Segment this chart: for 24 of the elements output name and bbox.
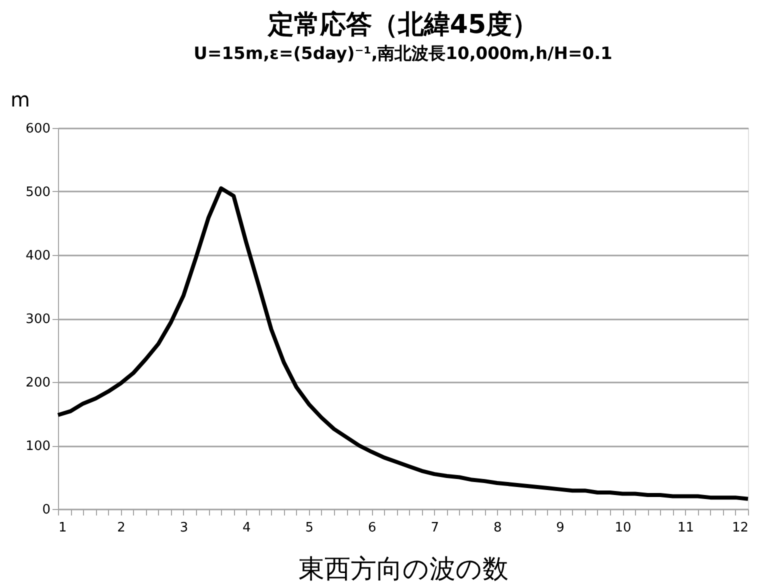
x-tick-label: 11 <box>678 520 694 536</box>
y-tick-label: 200 <box>26 376 50 390</box>
x-tick-label: 10 <box>614 520 632 536</box>
y-tick-label: 600 <box>26 122 50 136</box>
y-tick-label: 500 <box>26 185 50 200</box>
x-tick-label: 6 <box>368 520 376 536</box>
y-tick-label: 400 <box>26 248 50 264</box>
x-tick-label: 8 <box>493 520 502 536</box>
chart-title: 定常応答（北緯45度） <box>266 10 538 40</box>
x-tick-label: 5 <box>305 520 314 536</box>
x-tick-label: 1 <box>58 520 67 536</box>
y-tick-label: 100 <box>26 439 50 454</box>
x-tick-label: 9 <box>556 520 564 536</box>
line-series <box>56 186 750 501</box>
x-tick-label: 4 <box>242 520 251 536</box>
y-axis-title: m <box>10 88 30 112</box>
x-axis-title: 東西方向の波の数 <box>298 554 508 584</box>
x-tick-label: 12 <box>732 520 748 536</box>
y-tick-label: 300 <box>26 312 50 327</box>
x-tick-label: 3 <box>180 520 188 536</box>
x-tick-label: 2 <box>117 520 126 536</box>
chart-subtitle: U=15m,ε=(5day)⁻¹,南北波長10,000m,h/H=0.1 <box>194 44 612 64</box>
y-tick-label: 0 <box>42 502 50 518</box>
x-tick-label: 7 <box>430 520 440 536</box>
